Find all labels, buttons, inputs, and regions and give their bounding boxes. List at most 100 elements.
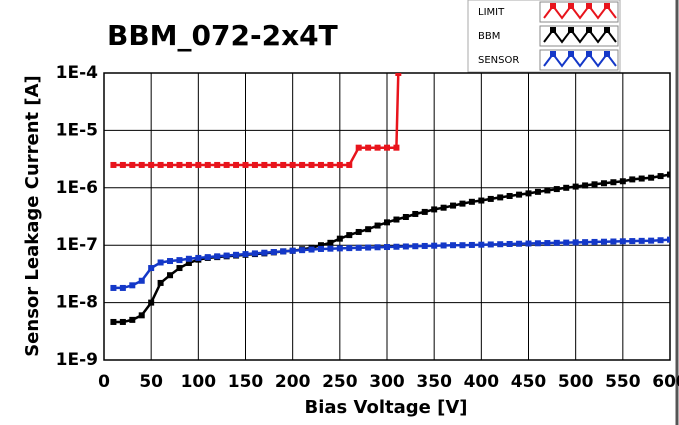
data-point bbox=[619, 238, 626, 245]
data-point bbox=[395, 73, 402, 76]
data-point bbox=[365, 244, 372, 251]
data-point bbox=[336, 245, 343, 252]
data-point bbox=[214, 253, 221, 260]
data-point bbox=[355, 228, 362, 235]
data-point bbox=[393, 144, 400, 151]
data-point bbox=[346, 245, 353, 252]
data-point bbox=[317, 245, 324, 252]
data-point bbox=[374, 144, 381, 151]
data-point bbox=[516, 240, 523, 247]
legend-label: SENSOR bbox=[478, 55, 519, 66]
legend-marker bbox=[604, 27, 610, 33]
legend-marker bbox=[550, 27, 556, 33]
data-point bbox=[223, 161, 230, 168]
data-point bbox=[497, 241, 504, 248]
data-point bbox=[487, 195, 494, 202]
x-tick-label: 50 bbox=[139, 372, 163, 392]
data-point bbox=[450, 242, 457, 249]
y-tick-label: 1E-7 bbox=[56, 235, 98, 255]
data-point bbox=[431, 206, 438, 213]
data-point bbox=[412, 243, 419, 250]
data-point bbox=[393, 216, 400, 223]
legend-marker bbox=[568, 27, 574, 33]
data-point bbox=[402, 243, 409, 250]
data-point bbox=[204, 161, 211, 168]
data-point bbox=[251, 161, 258, 168]
y-tick-label: 1E-9 bbox=[56, 350, 98, 370]
data-point bbox=[421, 242, 428, 249]
data-point bbox=[365, 226, 372, 233]
data-point bbox=[336, 161, 343, 168]
data-point bbox=[506, 240, 513, 247]
data-point bbox=[553, 239, 560, 246]
data-point bbox=[402, 213, 409, 220]
data-point bbox=[667, 236, 670, 243]
data-point bbox=[534, 240, 541, 247]
data-point bbox=[129, 282, 136, 289]
data-point bbox=[563, 184, 570, 191]
x-tick-label: 500 bbox=[558, 372, 594, 392]
data-point bbox=[185, 161, 192, 168]
data-point bbox=[233, 251, 240, 258]
data-point bbox=[648, 237, 655, 244]
data-point bbox=[167, 258, 174, 265]
x-tick-label: 250 bbox=[322, 372, 358, 392]
data-point bbox=[280, 161, 287, 168]
data-point bbox=[657, 173, 664, 180]
data-point bbox=[148, 299, 155, 306]
x-tick-label: 300 bbox=[369, 372, 405, 392]
data-point bbox=[497, 194, 504, 201]
x-tick-label: 150 bbox=[228, 372, 264, 392]
x-tick-label: 0 bbox=[98, 372, 110, 392]
data-point bbox=[572, 183, 579, 190]
data-point bbox=[138, 277, 145, 284]
data-point bbox=[431, 242, 438, 249]
data-point bbox=[261, 249, 268, 256]
data-point bbox=[468, 241, 475, 248]
data-point bbox=[346, 232, 353, 239]
data-point bbox=[346, 161, 353, 168]
data-point bbox=[138, 161, 145, 168]
data-point bbox=[638, 237, 645, 244]
data-point bbox=[525, 240, 532, 247]
data-point bbox=[308, 161, 315, 168]
data-point bbox=[167, 272, 174, 279]
data-point bbox=[119, 318, 126, 325]
data-point bbox=[176, 257, 183, 264]
data-point bbox=[129, 161, 136, 168]
data-point bbox=[138, 312, 145, 319]
data-point bbox=[506, 192, 513, 199]
data-point bbox=[270, 161, 277, 168]
legend-marker bbox=[550, 51, 556, 57]
data-point bbox=[242, 251, 249, 258]
legend-swatch bbox=[543, 52, 617, 68]
y-tick-label: 1E-5 bbox=[56, 120, 98, 140]
data-point bbox=[667, 171, 670, 178]
data-point bbox=[534, 188, 541, 195]
legend-marker bbox=[568, 3, 574, 9]
data-point bbox=[412, 210, 419, 217]
data-point bbox=[176, 265, 183, 272]
data-point bbox=[270, 249, 277, 256]
data-point bbox=[157, 259, 164, 266]
y-axis-label: Sensor Leakage Current [A] bbox=[22, 75, 43, 357]
data-point bbox=[440, 242, 447, 249]
data-point bbox=[384, 219, 390, 226]
data-point bbox=[185, 259, 192, 266]
data-point bbox=[223, 252, 230, 259]
series-layer bbox=[110, 73, 670, 325]
data-point bbox=[289, 161, 296, 168]
data-point bbox=[591, 181, 598, 188]
data-point bbox=[657, 237, 664, 244]
data-point bbox=[600, 180, 607, 187]
plot-area bbox=[103, 72, 671, 361]
data-point bbox=[157, 161, 164, 168]
data-point bbox=[610, 238, 617, 245]
data-point bbox=[468, 198, 475, 205]
legend-swatch bbox=[543, 28, 617, 44]
data-point bbox=[204, 254, 211, 261]
x-axis-label: Bias Voltage [V] bbox=[305, 397, 468, 418]
data-point bbox=[317, 242, 324, 249]
data-point bbox=[251, 250, 258, 257]
